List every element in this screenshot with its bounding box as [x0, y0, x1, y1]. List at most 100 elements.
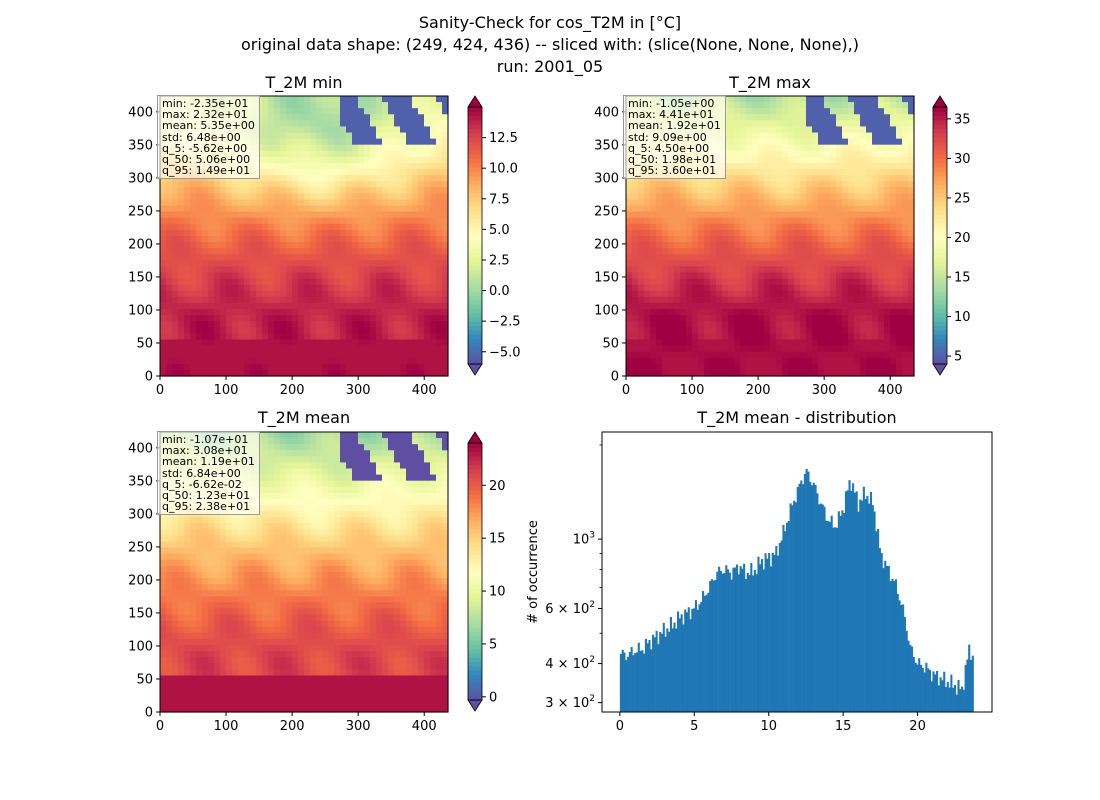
- heatmap-cell: [412, 357, 419, 365]
- heatmap-cell: [382, 339, 389, 347]
- heatmap-cell: [878, 357, 885, 365]
- heatmap-cell: [722, 248, 729, 255]
- heatmap-cell: [638, 272, 645, 280]
- heatmap-cell: [382, 254, 389, 261]
- heatmap-cell: [806, 205, 813, 213]
- heatmap-cell: [364, 327, 371, 334]
- heatmap-cell: [382, 181, 389, 188]
- colorbar-segment: [933, 226, 947, 232]
- heatmap-cell: [806, 156, 813, 164]
- colorbar-segment: [933, 154, 947, 159]
- heatmap-cell: [764, 193, 771, 201]
- colorbar-tick-label: 10.0: [489, 162, 518, 177]
- heatmap-cell: [328, 339, 335, 347]
- heatmap-cell: [674, 333, 681, 341]
- heatmap-cell: [800, 284, 807, 292]
- heatmap-cell: [794, 144, 801, 152]
- heatmap-cell: [842, 217, 849, 225]
- heatmap-cell: [884, 162, 891, 170]
- heatmap-cell: [406, 205, 413, 213]
- heatmap-cell: [424, 102, 431, 109]
- heatmap-cell: [172, 199, 179, 207]
- heatmap-cell: [698, 260, 705, 268]
- heatmap-cell: [908, 333, 915, 341]
- heatmap-cell: [770, 108, 777, 115]
- heatmap-cell: [758, 120, 765, 128]
- heatmap-cell: [292, 156, 299, 164]
- heatmap-cell: [644, 296, 651, 304]
- heatmap-cell: [866, 150, 873, 158]
- heatmap-cell: [244, 321, 251, 328]
- heatmap-cell: [394, 162, 401, 170]
- heatmap-cell: [710, 321, 717, 328]
- heatmap-cell: [878, 315, 885, 322]
- heatmap-cell: [668, 199, 675, 207]
- heatmap-cell: [322, 150, 329, 158]
- colorbar-segment: [933, 299, 947, 305]
- heatmap-cell: [770, 223, 777, 231]
- heatmap-cell: [268, 199, 275, 207]
- heatmap-cell: [812, 169, 819, 176]
- heatmap-cell: [352, 444, 359, 451]
- heatmap-cell: [316, 327, 323, 334]
- heatmap-cell: [632, 309, 639, 316]
- heatmap-cell: [848, 302, 855, 310]
- heatmap-cell: [818, 357, 825, 365]
- heatmap-cell: [304, 162, 311, 170]
- heatmap-cell: [280, 229, 287, 237]
- heatmap-cell: [358, 369, 365, 377]
- heatmap-cell: [656, 193, 663, 201]
- heatmap-cell: [794, 315, 801, 322]
- heatmap-cell: [358, 242, 365, 249]
- heatmap-cell: [232, 321, 239, 328]
- heatmap-cell: [632, 369, 639, 377]
- heatmap-cell: [836, 138, 843, 146]
- heatmap-cell: [878, 254, 885, 261]
- heatmap-cell: [680, 266, 687, 274]
- heatmap-cell: [376, 462, 383, 470]
- heatmap-cell: [412, 260, 419, 268]
- heatmap-cell: [172, 357, 179, 365]
- heatmap-cell: [412, 175, 419, 182]
- heatmap-cell: [370, 339, 377, 347]
- heatmap-cell: [728, 223, 735, 231]
- heatmap-cell: [178, 211, 185, 219]
- heatmap-cell: [848, 236, 855, 243]
- heatmap-cell: [364, 150, 371, 158]
- heatmap-cell: [424, 345, 431, 353]
- heatmap-cell: [268, 162, 275, 170]
- heatmap-cell: [746, 248, 753, 255]
- heatmap-cell: [376, 223, 383, 231]
- heatmap-cell: [782, 162, 789, 170]
- heatmap-cell: [286, 193, 293, 201]
- heatmap-cell: [256, 327, 263, 334]
- heatmap-cell: [758, 169, 765, 176]
- heatmap-cell: [208, 187, 215, 194]
- heatmap-cell: [430, 284, 437, 292]
- heatmap-cell: [758, 290, 765, 298]
- heatmap-cell: [866, 357, 873, 365]
- heatmap-cell: [854, 102, 861, 109]
- heatmap-cell: [316, 345, 323, 353]
- heatmap-cell: [208, 309, 215, 316]
- heatmap-cell: [866, 223, 873, 231]
- heatmap-cell: [340, 193, 347, 201]
- heatmap-cell: [746, 205, 753, 213]
- heatmap-cell: [382, 432, 389, 439]
- heatmap-cell: [358, 266, 365, 274]
- heatmap-cell: [358, 339, 365, 347]
- heatmap-cell: [328, 126, 335, 134]
- heatmap-cell: [358, 169, 365, 176]
- heatmap-cell: [244, 345, 251, 353]
- heatmap-cell: [430, 187, 437, 194]
- heatmap-cell: [698, 315, 705, 322]
- heatmap-cell: [740, 175, 747, 182]
- heatmap-cell: [656, 321, 663, 328]
- heatmap-cell: [316, 468, 323, 476]
- heatmap-cell: [436, 96, 443, 103]
- heatmap-cell: [716, 266, 723, 274]
- heatmap-cell: [268, 302, 275, 310]
- y-tick-label: 250: [128, 204, 153, 219]
- heatmap-cell: [424, 339, 431, 347]
- heatmap-cell: [866, 363, 873, 371]
